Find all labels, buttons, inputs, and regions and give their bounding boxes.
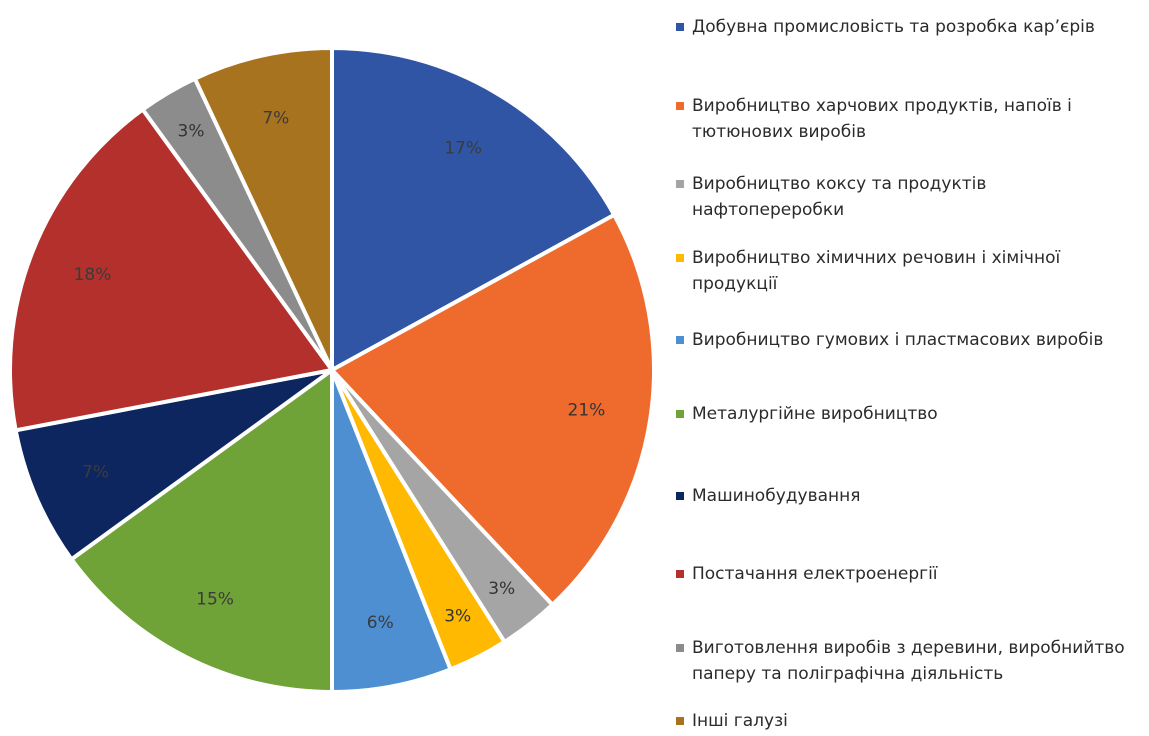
- pie-slice: [330, 46, 617, 372]
- pie-slice-label: 21%: [568, 400, 606, 420]
- legend-swatch: [676, 23, 684, 31]
- legend-label: Добувна промисловість та розробка кар’єр…: [692, 17, 1095, 37]
- pie-slice: [330, 368, 453, 694]
- pie-slice: [192, 46, 334, 372]
- pie-slice-label: 7%: [82, 462, 109, 482]
- legend-swatch: [676, 717, 684, 725]
- legend-label: Виробництво коксу та продуктів нафтопере…: [692, 174, 987, 220]
- legend-swatch: [676, 102, 684, 110]
- pie-slice: [13, 368, 334, 562]
- legend-item: Виробництво хімичних речовин і хімічної …: [676, 245, 1138, 297]
- legend-label: Інші галузі: [692, 711, 788, 731]
- legend-item: Виробництво харчових продуктів, напоїв і…: [676, 93, 1138, 145]
- pie-slice: [330, 212, 656, 607]
- pie-slice-label: 3%: [444, 607, 471, 627]
- legend-label: Виготовлення виробів з деревини, виробни…: [692, 638, 1125, 684]
- pie-data-labels: 17% 21% 3% 3% 6% 15% 7% 18% 3% 7%: [74, 109, 606, 633]
- pie-slices: [8, 46, 656, 694]
- legend-item: Добувна промисловість та розробка кар’єр…: [676, 14, 1138, 40]
- pie-slice-label: 17%: [444, 138, 482, 158]
- pie-slice-label: 15%: [196, 590, 234, 610]
- legend-swatch: [676, 570, 684, 578]
- pie-slice-label: 6%: [367, 613, 394, 633]
- legend-swatch: [676, 254, 684, 262]
- legend-swatch: [676, 180, 684, 188]
- pie-slice: [69, 368, 334, 694]
- pie-chart: 17% 21% 3% 3% 6% 15% 7% 18% 3% 7%: [8, 46, 656, 694]
- legend-item: Виготовлення виробів з деревини, виробни…: [676, 635, 1138, 687]
- legend-swatch: [676, 336, 684, 344]
- legend-item: Машинобудування: [676, 483, 1138, 509]
- legend-label: Виробництво хімичних речовин і хімічної …: [692, 248, 1061, 294]
- legend-item: Постачання електроенергії: [676, 561, 1138, 587]
- pie-slice: [8, 107, 334, 433]
- legend-item: Виробництво коксу та продуктів нафтопере…: [676, 171, 1138, 223]
- legend-label: Металургійне виробництво: [692, 404, 938, 424]
- legend-swatch: [676, 410, 684, 418]
- legend-label: Постачання електроенергії: [692, 564, 938, 584]
- pie-chart-svg: 17% 21% 3% 3% 6% 15% 7% 18% 3% 7%: [8, 46, 656, 694]
- legend-swatch: [676, 644, 684, 652]
- pie-slice-label: 7%: [262, 109, 289, 129]
- legend-item: Виробництво гумових і пластмасових вироб…: [676, 327, 1138, 353]
- legend-label: Машинобудування: [692, 486, 861, 506]
- legend-label: Виробництво харчових продуктів, напоїв і…: [692, 96, 1072, 142]
- legend-item: Інші галузі: [676, 708, 1138, 734]
- pie-slice-label: 3%: [178, 122, 205, 142]
- pie-slice-label: 3%: [488, 579, 515, 599]
- legend-swatch: [676, 492, 684, 500]
- legend-item: Металургійне виробництво: [676, 401, 1138, 427]
- pie-slice-label: 18%: [74, 265, 112, 285]
- legend-label: Виробництво гумових і пластмасових вироб…: [692, 330, 1104, 350]
